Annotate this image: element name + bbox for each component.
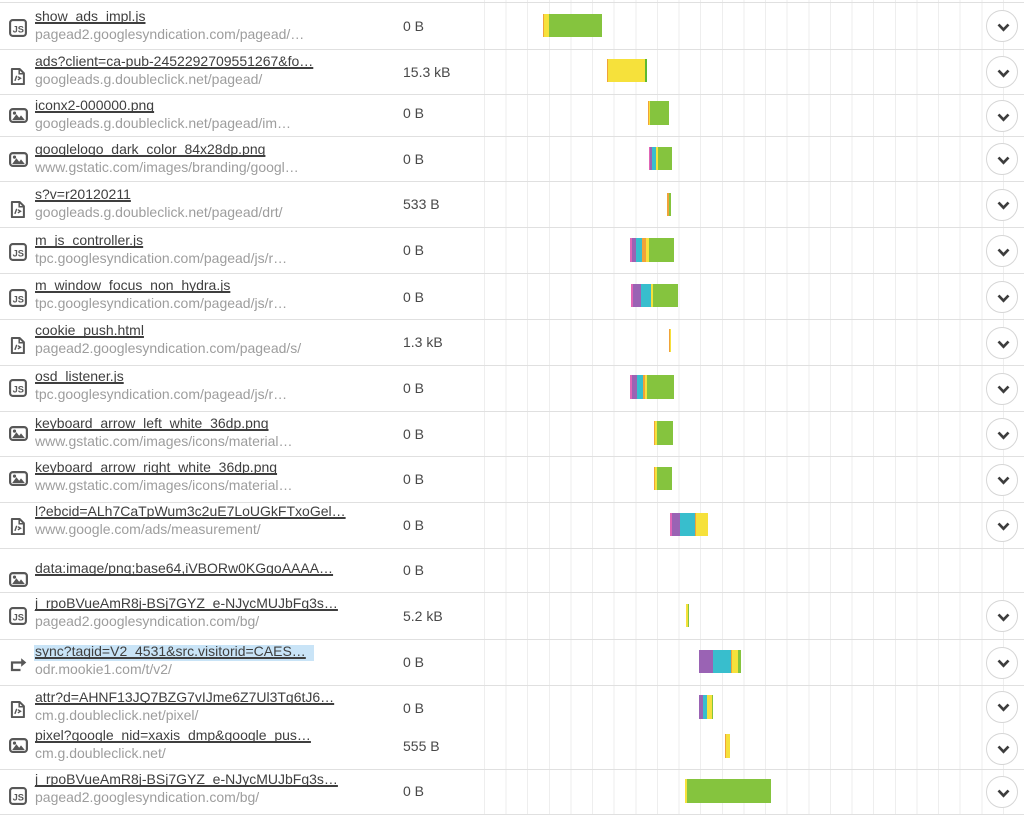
svg-text:JS: JS bbox=[13, 792, 24, 802]
svg-text:JS: JS bbox=[13, 294, 24, 304]
svg-text:JS: JS bbox=[13, 385, 24, 395]
svg-text:JS: JS bbox=[13, 612, 24, 622]
svg-text:JS: JS bbox=[13, 249, 24, 259]
svg-text:JS: JS bbox=[13, 25, 24, 35]
